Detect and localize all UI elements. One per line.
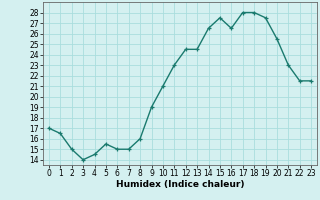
X-axis label: Humidex (Indice chaleur): Humidex (Indice chaleur) — [116, 180, 244, 189]
